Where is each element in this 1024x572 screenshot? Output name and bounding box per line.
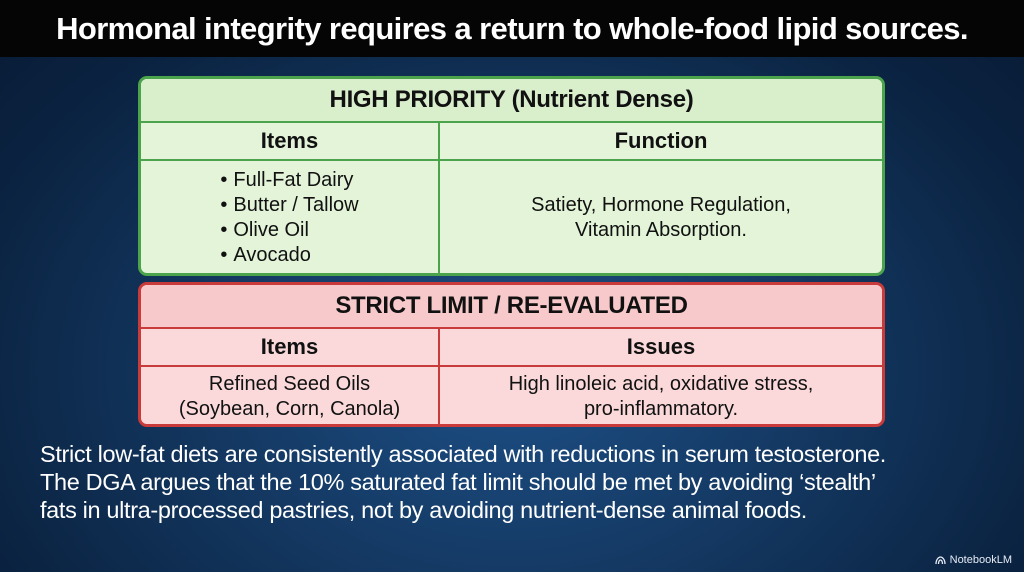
- list-item: Avocado: [220, 243, 358, 268]
- strict-items-line2: (Soybean, Corn, Canola): [178, 397, 401, 420]
- strict-limit-issues-cell: High linoleic acid, oxidative stress, pr…: [440, 367, 882, 424]
- high-priority-header-row: Items Function: [141, 123, 882, 161]
- issues-line2: pro-inflammatory.: [583, 397, 739, 420]
- list-item: Olive Oil: [220, 218, 358, 243]
- strict-items-line1: Refined Seed Oils: [208, 372, 371, 395]
- issues-column-header: Issues: [626, 334, 696, 359]
- high-priority-function-cell: Satiety, Hormone Regulation, Vitamin Abs…: [440, 161, 882, 273]
- items-column-header: Items: [141, 123, 440, 159]
- high-priority-table: HIGH PRIORITY (Nutrient Dense) Items Fun…: [138, 76, 885, 276]
- strict-limit-heading: STRICT LIMIT / RE-EVALUATED: [141, 285, 882, 329]
- strict-limit-table: STRICT LIMIT / RE-EVALUATED Items Issues…: [138, 282, 885, 427]
- strict-limit-header-row: Items Issues: [141, 329, 882, 367]
- caption-line2: The DGA argues that the 10% saturated fa…: [40, 469, 876, 495]
- function-text-line2: Vitamin Absorption.: [575, 219, 747, 241]
- high-priority-items-list: Full-Fat Dairy Butter / Tallow Olive Oil…: [220, 168, 358, 268]
- title-bar: Hormonal integrity requires a return to …: [0, 0, 1024, 57]
- brand-watermark: NotebookLM: [934, 554, 1012, 566]
- list-item: Full-Fat Dairy: [220, 168, 358, 193]
- caption-text: Strict low-fat diets are consistently as…: [40, 440, 1010, 524]
- caption-line1: Strict low-fat diets are consistently as…: [40, 441, 886, 467]
- slide-title: Hormonal integrity requires a return to …: [56, 10, 968, 46]
- high-priority-heading: HIGH PRIORITY (Nutrient Dense): [141, 79, 882, 123]
- strict-limit-row: Refined Seed Oils (Soybean, Corn, Canola…: [141, 367, 882, 424]
- function-text-line1: Satiety, Hormone Regulation,: [531, 194, 791, 216]
- list-item: Butter / Tallow: [220, 193, 358, 218]
- notebooklm-logo-icon: [934, 555, 946, 565]
- high-priority-row: Full-Fat Dairy Butter / Tallow Olive Oil…: [141, 161, 882, 273]
- items-column-header: Items: [141, 329, 440, 365]
- function-column-header: Function: [614, 128, 708, 153]
- high-priority-items-cell: Full-Fat Dairy Butter / Tallow Olive Oil…: [141, 161, 440, 273]
- caption-line3: fats in ultra-processed pastries, not by…: [40, 497, 807, 523]
- issues-line1: High linoleic acid, oxidative stress,: [508, 372, 814, 395]
- brand-label: NotebookLM: [949, 554, 1012, 566]
- strict-limit-items-cell: Refined Seed Oils (Soybean, Corn, Canola…: [141, 367, 440, 424]
